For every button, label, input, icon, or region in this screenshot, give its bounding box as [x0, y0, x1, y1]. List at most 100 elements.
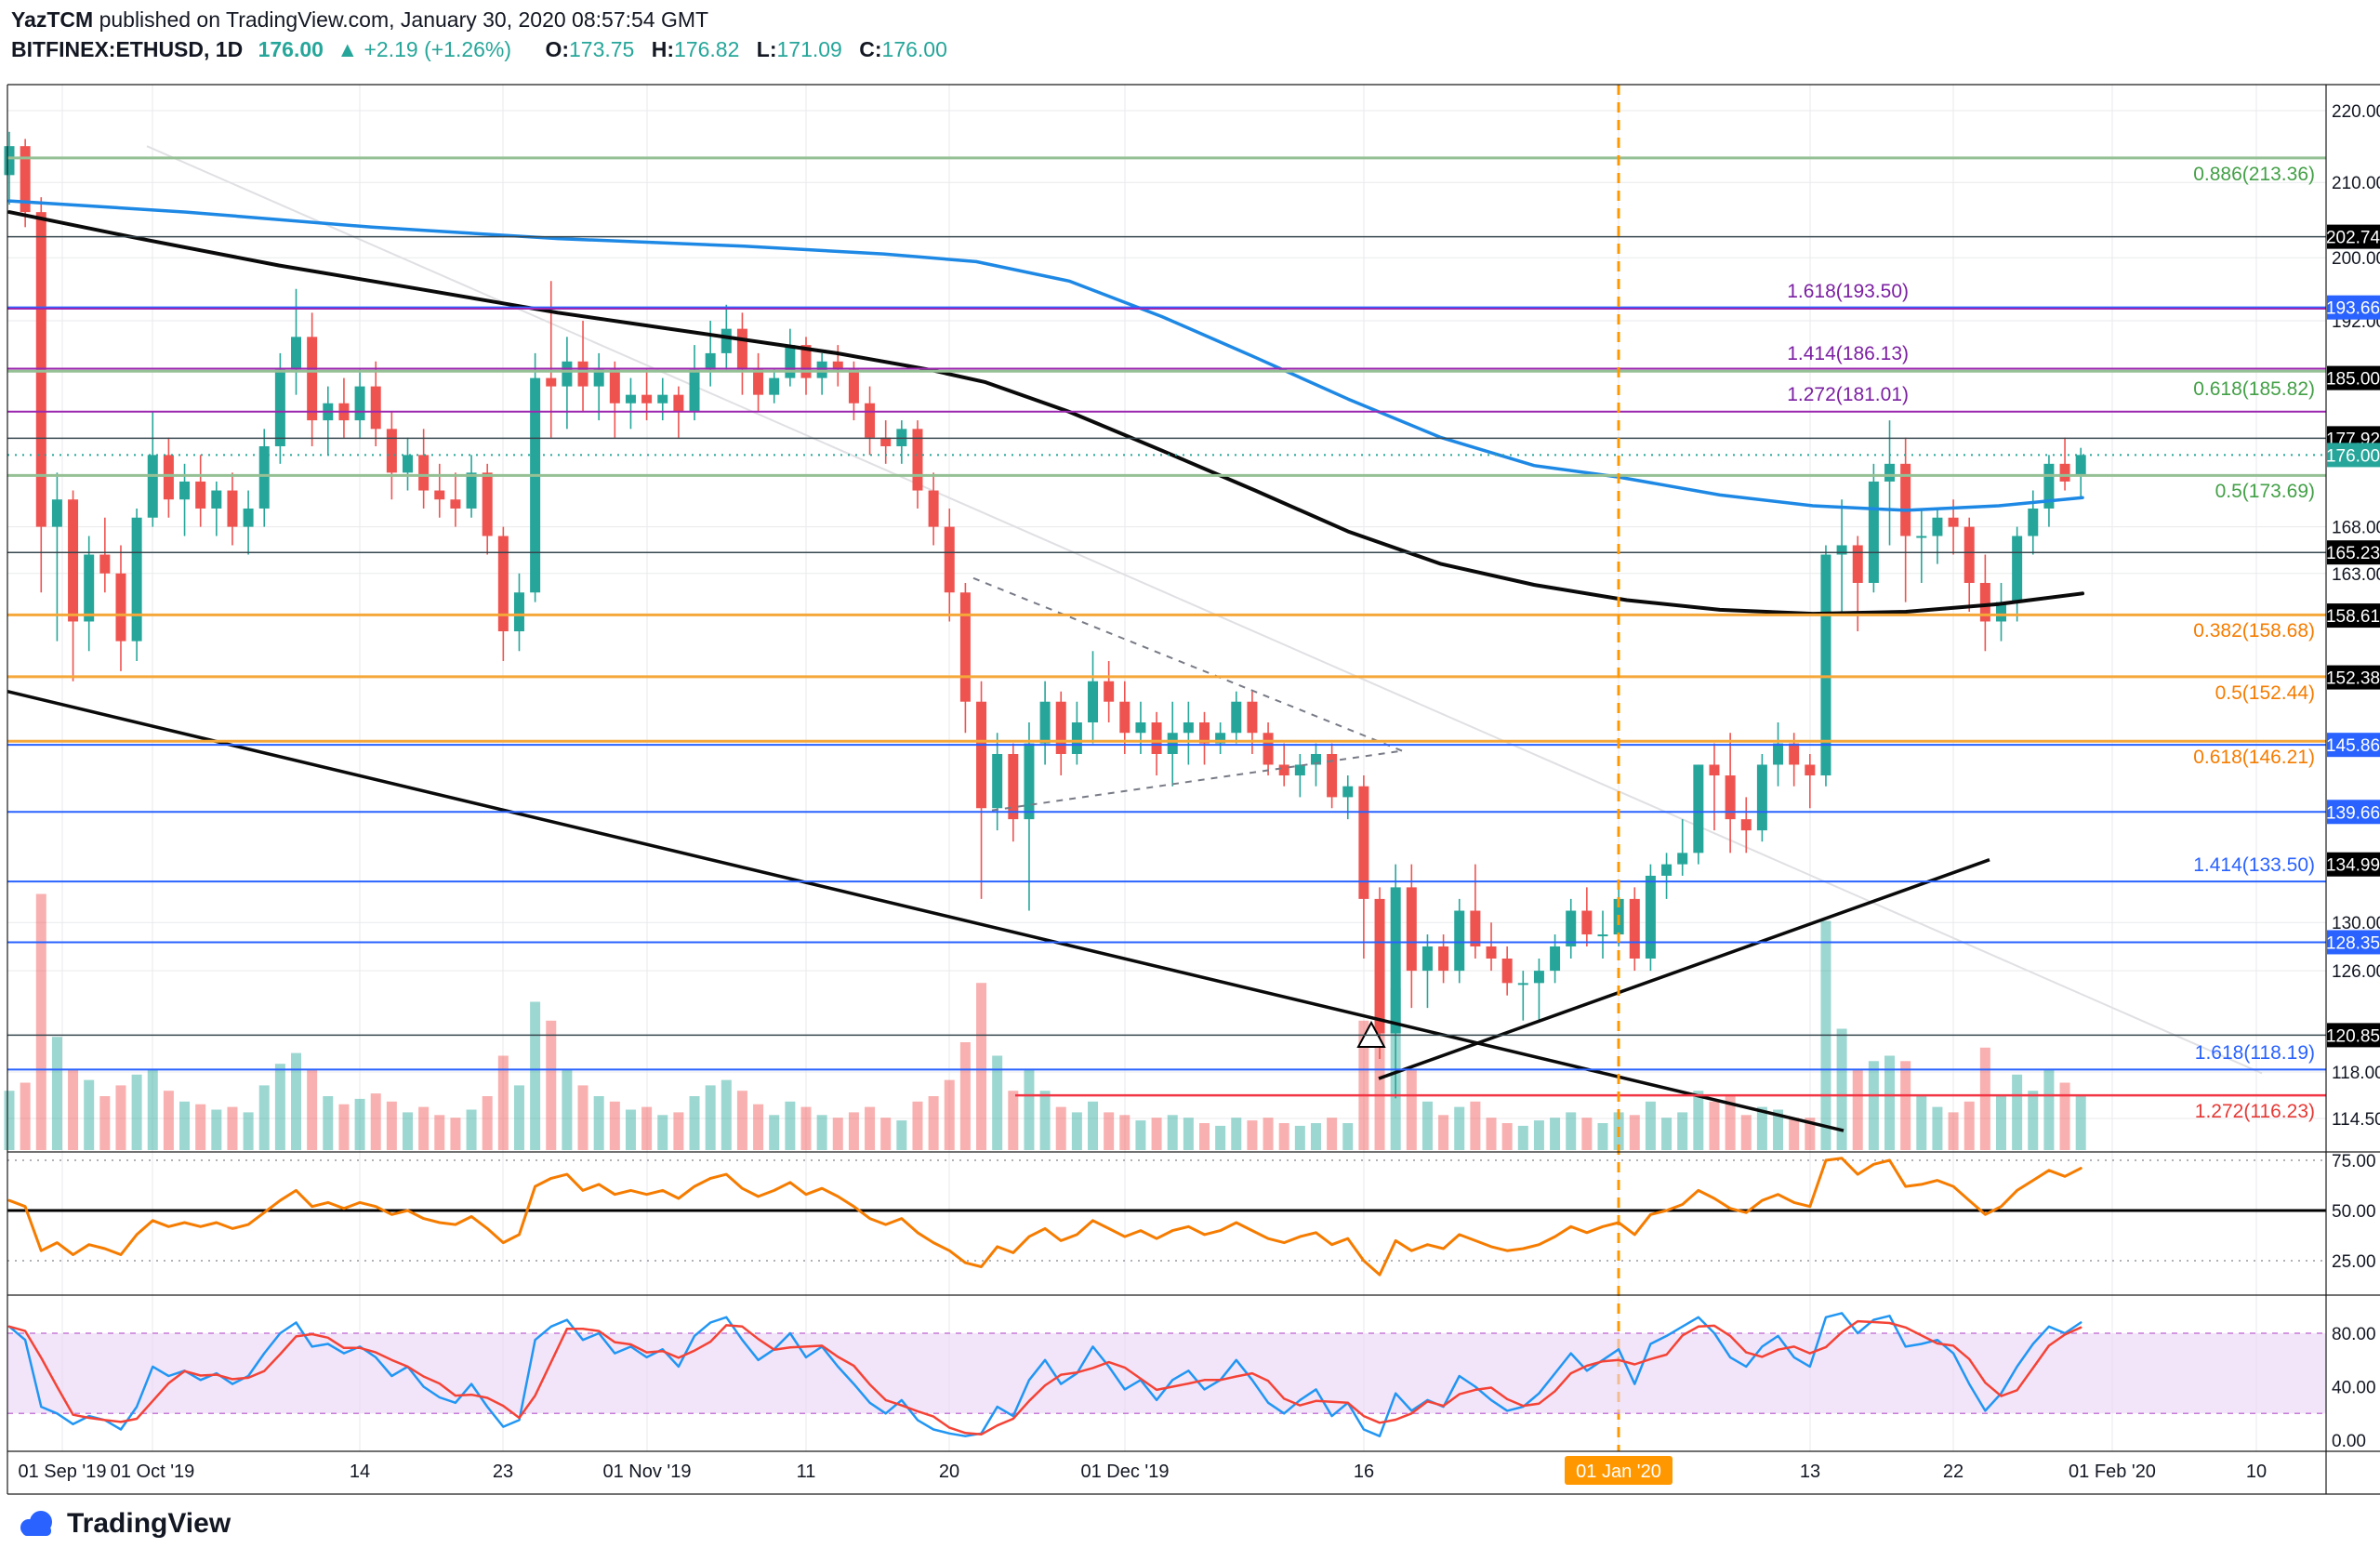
- fib-label: 1.414(133.50): [2193, 854, 2315, 876]
- fib-label: 1.272(181.01): [1787, 384, 1909, 405]
- volume-bar: [1327, 1118, 1338, 1150]
- axis-price-tag-label: 185.00: [2326, 370, 2380, 390]
- fib-label: 1.272(116.23): [2195, 1101, 2315, 1122]
- candle-body: [1454, 910, 1465, 972]
- candle-body: [1008, 753, 1019, 820]
- candle-body: [657, 394, 668, 404]
- fib-label: 1.414(186.13): [1787, 343, 1909, 364]
- candle-body: [1342, 786, 1354, 798]
- volume-bar: [1438, 1115, 1449, 1150]
- candle-body: [1581, 910, 1593, 935]
- volume-bar: [1964, 1101, 1975, 1150]
- volume-bar: [577, 1085, 588, 1150]
- candle-body: [1167, 733, 1178, 754]
- candle-body: [2043, 463, 2055, 509]
- volume-bar: [944, 1079, 955, 1150]
- volume-bar: [1104, 1112, 1115, 1150]
- stoch-band: [7, 1333, 2326, 1414]
- author-name: YazTCM: [11, 7, 94, 32]
- trendline: [1378, 858, 1990, 1080]
- volume-bar: [1247, 1120, 1258, 1150]
- volume-bar: [1550, 1118, 1561, 1150]
- volume-bar: [657, 1115, 668, 1150]
- volume-bar: [466, 1109, 477, 1150]
- candle-body: [1805, 764, 1816, 776]
- candle-body: [673, 394, 684, 412]
- candle-body: [1725, 775, 1736, 820]
- volume-bar: [1024, 1069, 1035, 1150]
- symbol-legend: BITFINEX:ETHUSD, 1D 176.00 ▲ +2.19 (+1.2…: [11, 37, 947, 62]
- candle-body: [1517, 983, 1528, 986]
- axis-price-tag: [2327, 930, 2380, 955]
- candle-body: [51, 499, 62, 527]
- candle-body: [1263, 733, 1274, 765]
- candle-body: [1820, 554, 1831, 776]
- candle-body: [482, 472, 493, 536]
- volume-bar: [147, 1069, 158, 1150]
- time-axis[interactable]: 01 Sep '19 01 Oct '19 14 23 01 Nov '19 11 20 01…: [18, 1456, 2267, 1485]
- volume-bar: [848, 1112, 859, 1150]
- axis-label: 210.00: [2332, 174, 2380, 193]
- volume-bar: [880, 1118, 892, 1150]
- candle-body: [354, 386, 365, 421]
- candle-body: [403, 455, 413, 473]
- axis-label: 114.50: [2332, 1110, 2380, 1130]
- volume-bar: [497, 1055, 509, 1150]
- candle-body: [1071, 721, 1082, 754]
- candle-body: [546, 377, 557, 387]
- axis-price-tag: [2327, 443, 2380, 468]
- volume-bar: [673, 1112, 684, 1150]
- candle-body: [1183, 721, 1194, 734]
- volume-bar: [1008, 1091, 1019, 1150]
- axis-label: 168.00: [2332, 519, 2380, 538]
- candle-body: [577, 361, 588, 387]
- candle-body: [1055, 701, 1066, 754]
- candle-body: [115, 573, 126, 642]
- volume-bar: [403, 1112, 413, 1150]
- close-label: C:: [859, 37, 882, 61]
- candle-body: [562, 361, 573, 387]
- candle-body: [418, 455, 430, 491]
- time-label: 14: [350, 1462, 370, 1482]
- candle-body: [1088, 681, 1099, 722]
- volume-bar: [163, 1091, 174, 1150]
- axis-label: 126.00: [2332, 962, 2380, 982]
- axis-label: 200.00: [2332, 249, 2380, 269]
- volume-bar: [1358, 1020, 1369, 1150]
- volume-bar: [1135, 1120, 1146, 1150]
- volume-bar: [1725, 1096, 1736, 1150]
- volume-bar: [2043, 1069, 2055, 1150]
- fib-label: 1.618(118.19): [2195, 1042, 2315, 1064]
- price-axis[interactable]: 220.00210.00200.00192.00168.00163.00130.…: [2326, 102, 2380, 1130]
- rsi-tick-label: 75.00: [2332, 1152, 2376, 1171]
- axis-price-tag: [2327, 295, 2380, 320]
- time-label: 01 Feb '20: [2069, 1462, 2156, 1482]
- time-label: 01 Oct '19: [111, 1462, 195, 1482]
- candle-body: [944, 526, 955, 593]
- candle-body: [992, 753, 1003, 809]
- close-value: 176.00: [881, 37, 947, 61]
- candle-body: [99, 554, 111, 574]
- volume-bar: [1629, 1115, 1640, 1150]
- candle-body: [1215, 733, 1226, 744]
- candle-body: [307, 337, 318, 421]
- candle-body: [1231, 701, 1242, 734]
- axis-price-tag: [2327, 224, 2380, 249]
- volume-bar: [1278, 1123, 1289, 1150]
- volume-bar: [291, 1052, 302, 1150]
- axis-price-tag: [2327, 665, 2380, 690]
- byline: YazTCM published on TradingView.com, Jan…: [11, 7, 708, 33]
- axis-price-tag: [2327, 365, 2380, 390]
- candle-body: [721, 328, 732, 353]
- volume-bar: [418, 1106, 430, 1150]
- candle-body: [1916, 536, 1927, 538]
- low-value: 171.09: [776, 37, 842, 61]
- candle-body: [1135, 721, 1146, 734]
- volume-bar: [1039, 1091, 1051, 1150]
- volume-bar: [736, 1091, 747, 1150]
- volume-bar: [1421, 1101, 1433, 1150]
- axis-price-tag-label: 158.61: [2326, 607, 2380, 627]
- candle-body: [1868, 481, 1879, 583]
